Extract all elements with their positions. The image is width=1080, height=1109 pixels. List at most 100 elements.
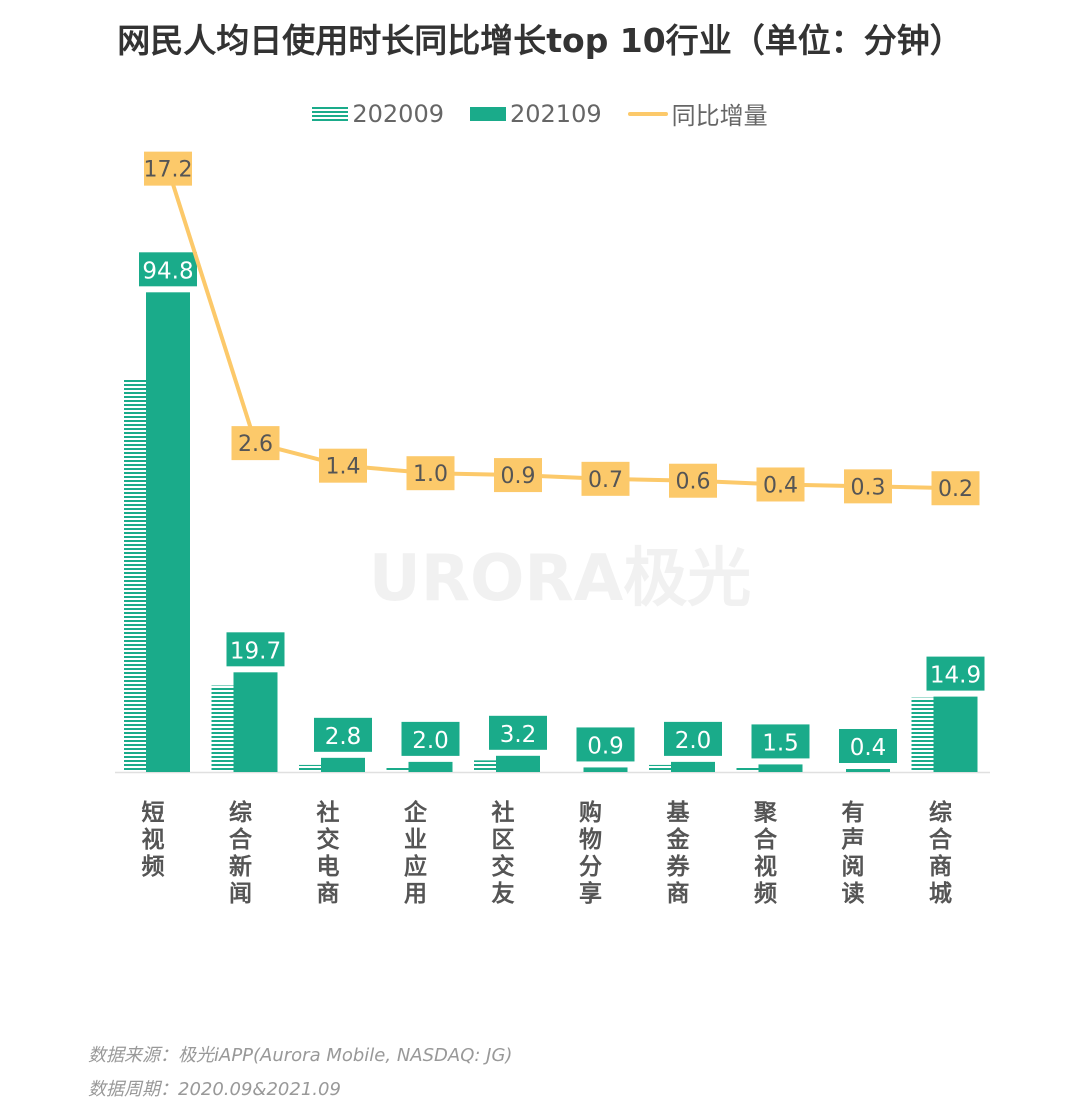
bar-label-box [839, 729, 897, 763]
bar-202009 [824, 770, 846, 772]
legend-item-202109: 202109 [470, 96, 602, 131]
line-label-box [494, 458, 542, 493]
bar-202109 [933, 696, 978, 772]
bar-value-label: 14.9 [930, 663, 981, 689]
bar-202009 [736, 766, 759, 772]
category-label-char: 交 [317, 826, 340, 853]
bar-202109 [496, 755, 540, 772]
category-label-char: 合 [229, 826, 253, 853]
bar-202109 [408, 761, 453, 772]
category-label-char: 分 [579, 854, 602, 880]
bar-label-box [751, 724, 810, 759]
category-label-char: 物 [579, 826, 602, 853]
category-label-char: 企 [403, 799, 428, 826]
line-value-label: 1.0 [413, 462, 448, 487]
category-label-char: 读 [842, 881, 865, 907]
legend-label: 202109 [510, 99, 602, 128]
line-value-label: 2.6 [238, 432, 273, 457]
bar-label-box [401, 721, 460, 756]
line-value-label: 0.2 [938, 477, 973, 502]
bar-label-box [314, 717, 372, 752]
bar-202009 [124, 379, 146, 772]
bar-202109 [583, 767, 628, 772]
legend-item-increase: 同比增量 [627, 96, 768, 131]
category-label-char: 社 [317, 799, 340, 826]
category-label-char: 商 [929, 853, 952, 880]
line-value-label: 0.7 [588, 468, 623, 493]
bar-202109 [758, 764, 803, 772]
category-label-char: 新 [229, 853, 252, 880]
category-label-char: 交 [492, 853, 515, 880]
category-label-char: 有 [842, 799, 865, 826]
category-label-char: 视 [142, 826, 165, 853]
bar-202109 [233, 672, 278, 772]
category-label-char: 声 [842, 827, 865, 853]
hatched-swatch [312, 106, 349, 121]
bar-202009 [649, 764, 671, 772]
bar-label-box [576, 727, 635, 762]
bar-202009 [474, 760, 496, 772]
bar-value-label: 2.8 [325, 724, 362, 750]
chart-title: 网民人均日使用时长同比增长top 10行业（单位：分钟） [117, 21, 963, 60]
bar-202009 [386, 766, 409, 772]
category-label-char: 基 [667, 800, 691, 826]
category-label-char: 综 [229, 799, 252, 826]
category-label-char: 频 [142, 854, 165, 880]
bar-value-label: 94.8 [142, 258, 193, 284]
bar-value-label: 19.7 [230, 638, 281, 664]
increase-line [166, 168, 956, 491]
line-value-label: 0.3 [851, 475, 886, 500]
bar-label-box [226, 632, 285, 667]
category-label-char: 购 [579, 800, 602, 826]
category-label-char: 社 [492, 799, 515, 826]
category-label-char: 聚 [753, 800, 778, 826]
category-label-char: 商 [317, 880, 340, 907]
bar-202009 [911, 697, 934, 772]
line-swatch [627, 111, 668, 116]
line-label-box [669, 463, 717, 498]
category-label-char: 友 [492, 881, 515, 907]
category-label-char: 金 [666, 826, 691, 853]
category-label-char: 电 [317, 854, 340, 880]
solid-swatch [470, 106, 506, 121]
line-label-box [756, 467, 805, 502]
line-value-label: 0.6 [676, 470, 711, 495]
legend-item-202009: 202009 [312, 96, 444, 131]
bar-label-box [139, 252, 197, 287]
category-label-char: 合 [929, 826, 953, 853]
legend-label: 202009 [352, 99, 444, 128]
line-label-box [144, 151, 192, 186]
category-label-char: 频 [754, 881, 777, 907]
bar-value-label: 3.2 [500, 722, 537, 748]
bar-value-label: 0.4 [850, 735, 887, 761]
category-label-char: 商 [667, 880, 690, 907]
bar-202109 [321, 757, 365, 772]
line-label-box [844, 469, 892, 504]
category-label-char: 券 [667, 853, 691, 880]
bar-value-label: 2.0 [675, 728, 712, 754]
line-value-label: 0.9 [501, 464, 536, 489]
legend-label: 同比增量 [671, 102, 768, 130]
bar-value-label: 0.9 [587, 733, 624, 759]
category-label-char: 阅 [842, 854, 865, 880]
line-value-label: 1.4 [326, 455, 361, 480]
line-label-box [231, 426, 280, 461]
footer-period: 数据周期：2020.09&2021.09 [88, 1079, 341, 1100]
footer-source: 数据来源：极光iAPP(Aurora Mobile, NASDAQ: JG) [88, 1045, 513, 1066]
line-label-box [931, 471, 980, 506]
category-label-char: 闻 [229, 881, 252, 907]
legend: 202009 202109 同比增量 [0, 96, 1080, 131]
line-label-box [581, 461, 630, 496]
category-label-char: 享 [579, 880, 602, 907]
bar-202009 [299, 764, 321, 772]
category-label-char: 城 [929, 880, 952, 907]
category-label-char: 业 [404, 827, 427, 853]
category-label-char: 短 [142, 799, 165, 826]
watermark-logo: URORA极光 [369, 542, 751, 616]
bar-202109 [846, 769, 890, 772]
bar-202009 [561, 770, 584, 772]
bar-202009 [211, 685, 234, 772]
category-label-char: 用 [404, 881, 427, 907]
line-value-label: 0.4 [763, 473, 798, 498]
line-label-box [319, 448, 367, 483]
